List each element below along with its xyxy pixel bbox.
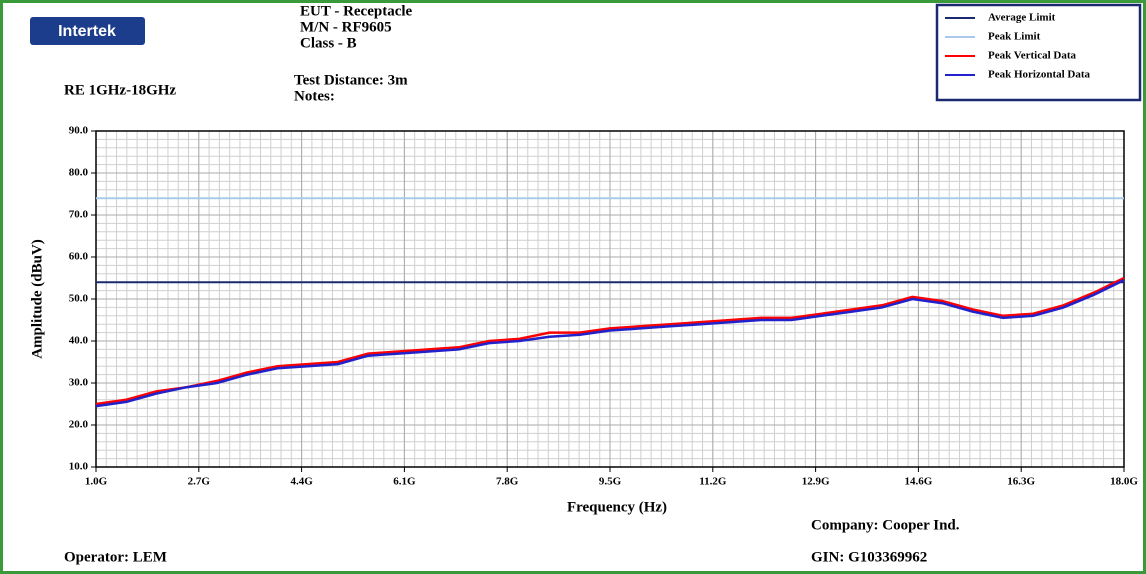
x-tick-label: 18.0G (1110, 476, 1138, 488)
y-tick-label: 70.0 (69, 209, 89, 221)
y-tick-label: 10.0 (69, 461, 89, 473)
x-tick-label: 7.8G (496, 476, 519, 488)
class: Class - B (300, 35, 357, 51)
series-line (95, 278, 1125, 408)
y-tick-label: 20.0 (69, 419, 89, 431)
y-tick-label: 40.0 (69, 335, 89, 347)
legend (935, 3, 1142, 102)
x-tick-label: 16.3G (1007, 476, 1035, 488)
model: M/N - RF9605 (300, 19, 392, 35)
legend-label: Peak Vertical Data (988, 50, 1076, 62)
operator: Operator: LEM (64, 549, 167, 565)
y-tick-label: 90.0 (69, 125, 89, 137)
logo-box (30, 17, 145, 45)
y-tick-label: 80.0 (69, 167, 89, 179)
distance: Test Distance: 3m (294, 72, 408, 88)
y-tick-label: 50.0 (69, 293, 89, 305)
x-tick-label: 4.4G (290, 476, 313, 488)
series-line (95, 276, 1125, 406)
x-tick-label: 6.1G (393, 476, 416, 488)
test-name: RE 1GHz-18GHz (64, 82, 176, 98)
y-tick-label: 30.0 (69, 377, 89, 389)
y-axis-label: Amplitude (dBuV) (29, 239, 45, 359)
notes: Notes: (294, 88, 335, 104)
logo: Intertek (58, 23, 116, 40)
x-tick-label: 9.5G (599, 476, 622, 488)
x-axis-label: Frequency (Hz) (567, 499, 667, 515)
x-tick-label: 1.0G (85, 476, 108, 488)
x-tick-label: 12.9G (802, 476, 830, 488)
legend-label: Peak Horizontal Data (988, 69, 1091, 81)
gin: GIN: G103369962 (811, 549, 927, 565)
x-tick-label: 2.7G (188, 476, 211, 488)
legend-label: Average Limit (988, 12, 1056, 24)
eut: EUT - Receptacle (300, 3, 413, 19)
y-tick-label: 60.0 (69, 251, 89, 263)
x-tick-label: 11.2G (699, 476, 727, 488)
plot-frame (95, 130, 1125, 468)
legend-label: Peak Limit (988, 31, 1041, 43)
company: Company: Cooper Ind. (811, 517, 960, 533)
x-tick-label: 14.6G (904, 476, 932, 488)
